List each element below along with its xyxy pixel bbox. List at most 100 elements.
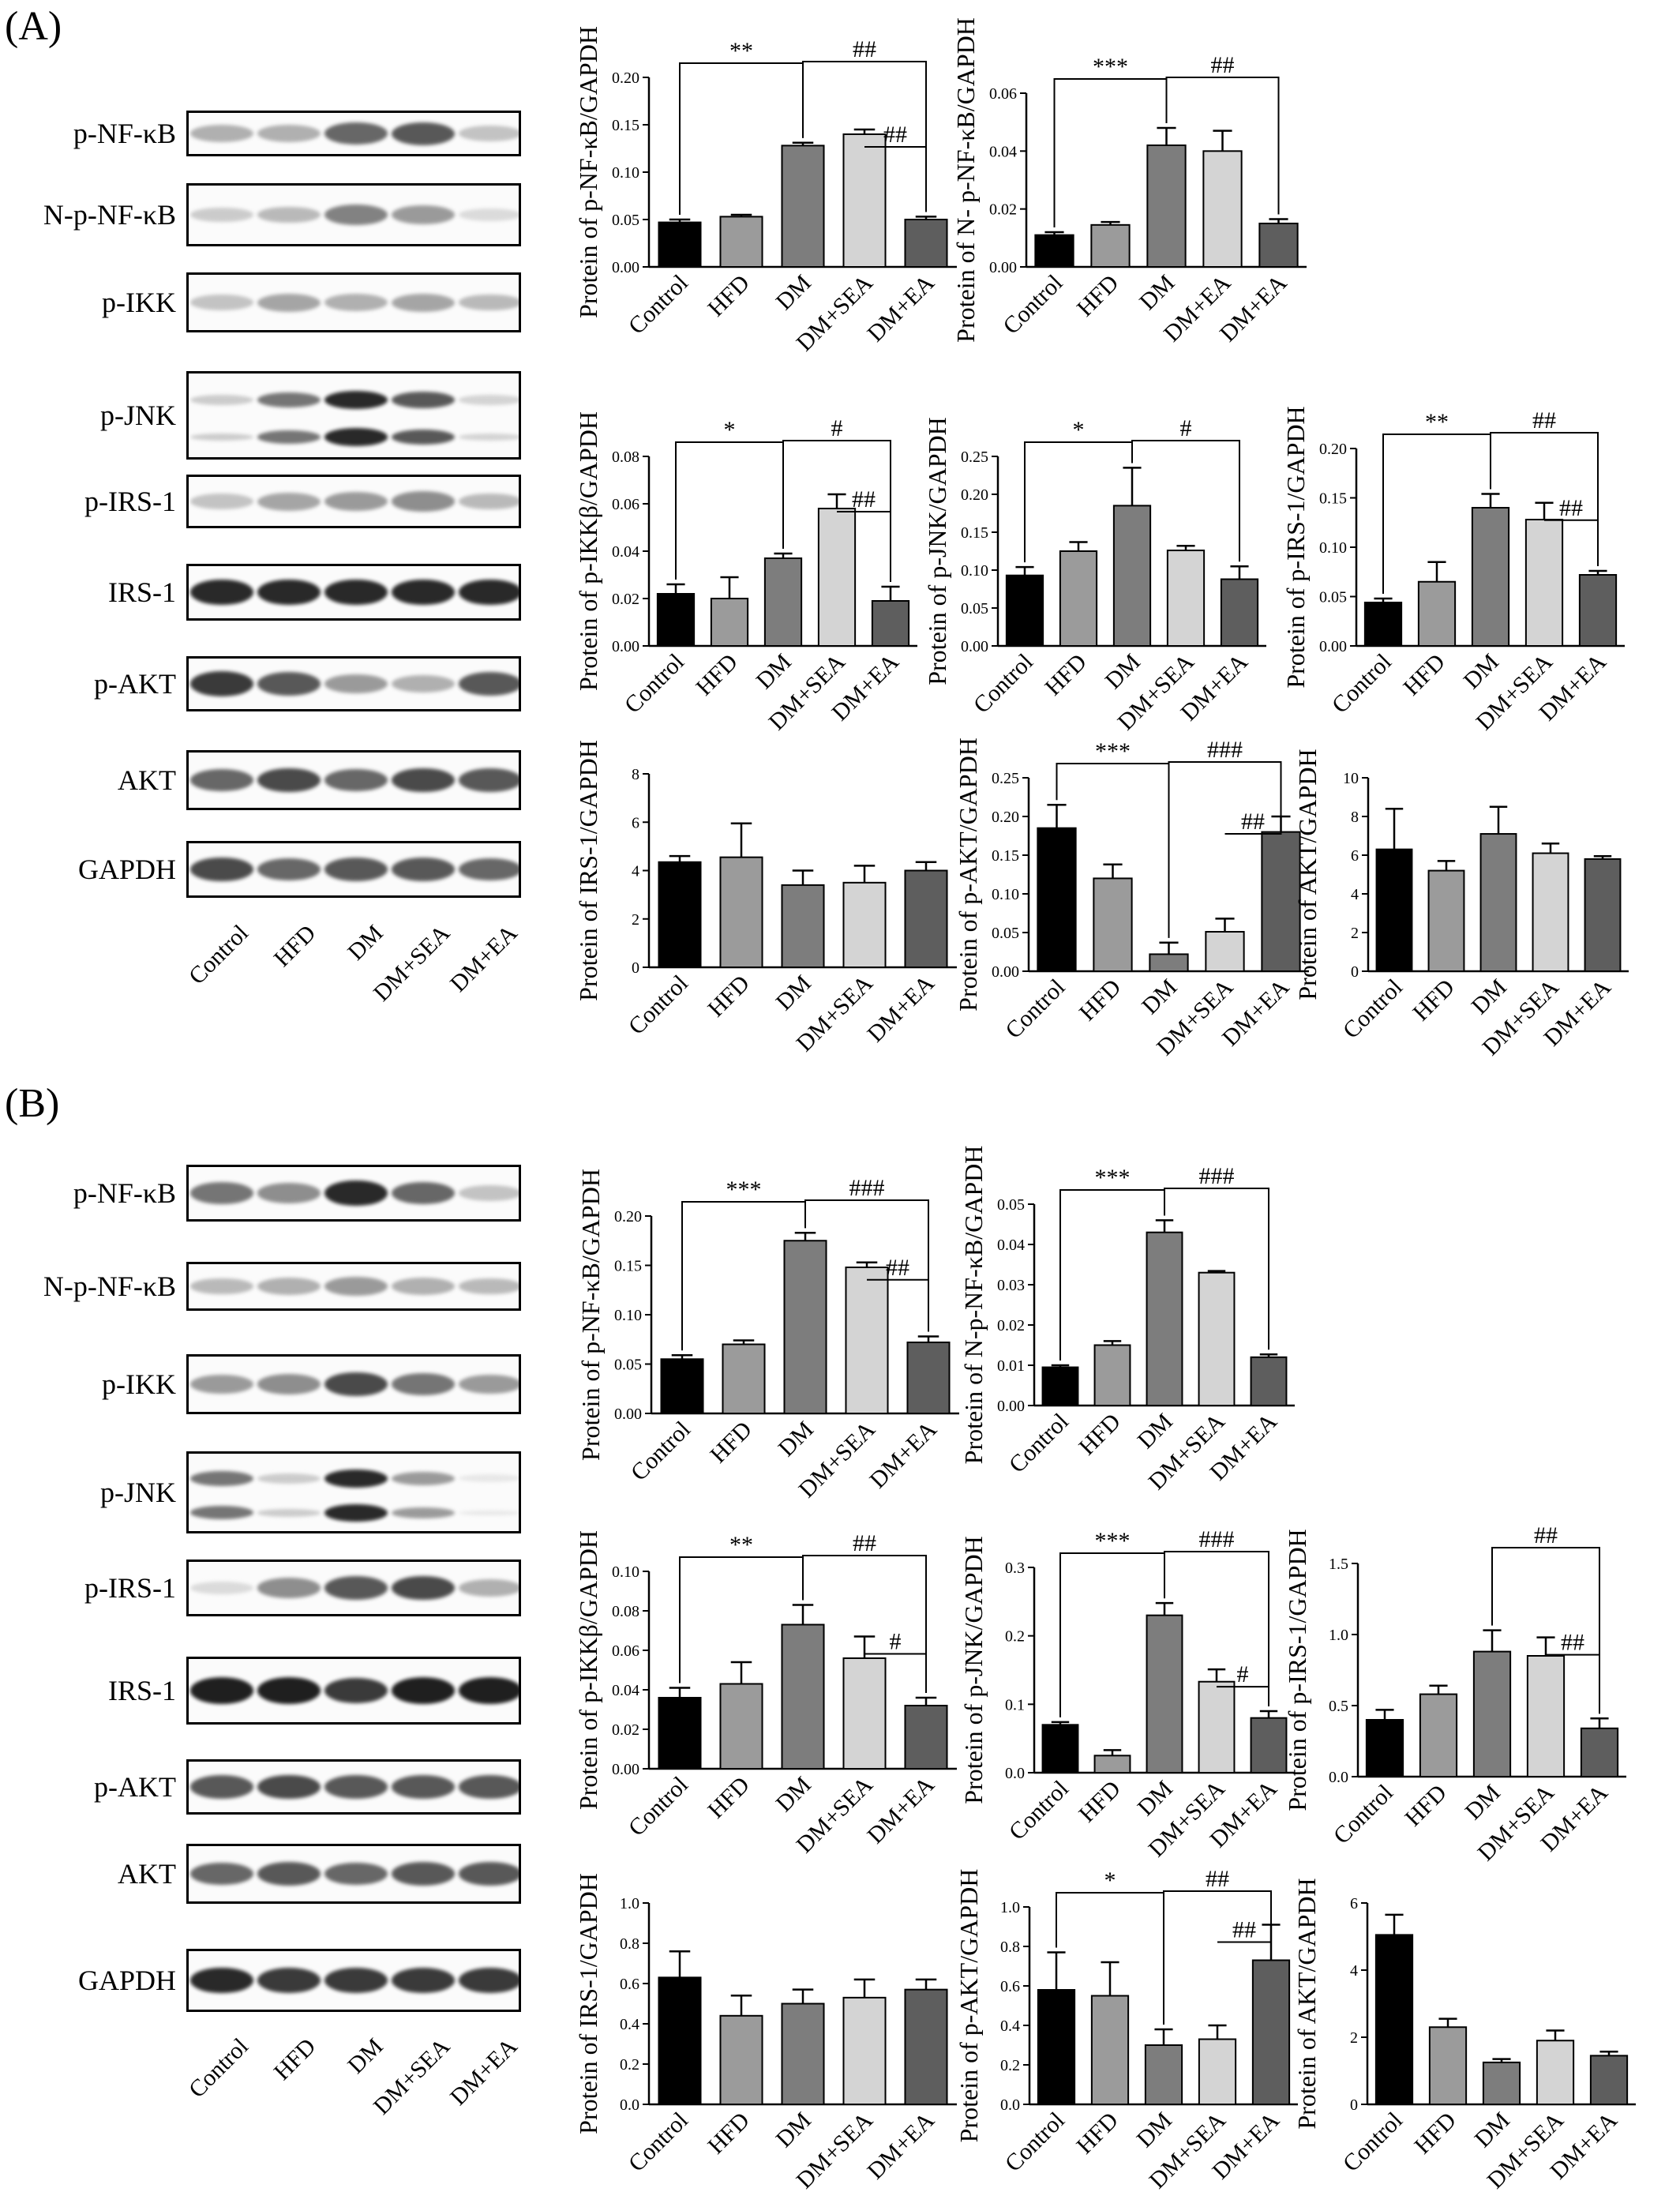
x-tick-label: DM — [1469, 2108, 1515, 2153]
y-tick-label: 10 — [1343, 770, 1359, 787]
y-tick-label: 0.0 — [1000, 2096, 1020, 2114]
blot-band — [392, 1968, 455, 1993]
y-axis-label: Protein of p-AKT/GAPDH — [954, 1869, 983, 2143]
blot-row-label: p-NF-κB — [73, 118, 176, 149]
bar — [1250, 1356, 1288, 1407]
y-tick-label: 0.04 — [989, 143, 1017, 160]
blot-band — [257, 1578, 321, 1598]
bar-chart: Protein of IRS-1/GAPDH 0.0 0.2 0.4 0.6 0.8 1.0… — [574, 1873, 957, 2194]
x-tick-label: DM+EA — [862, 970, 939, 1047]
blot-band — [324, 1469, 388, 1488]
y-tick-label: 0.15 — [1319, 490, 1347, 508]
significance-bracket — [864, 1653, 927, 1693]
x-tick-label: HFD — [705, 1417, 757, 1469]
x-tick-label: Control — [626, 1417, 696, 1486]
y-tick-label: 0.05 — [992, 925, 1019, 942]
blot-band — [324, 579, 388, 606]
y-tick-label: 0 — [1350, 2096, 1358, 2114]
bar — [1202, 150, 1243, 268]
blot-band — [257, 492, 321, 511]
significance-bracket — [802, 1555, 927, 1693]
y-axis-label: Protein of p-NF-κB/GAPDH — [574, 26, 602, 318]
y-tick-label: 0.0 — [1329, 1769, 1348, 1786]
x-tick-label: DM — [1134, 270, 1180, 316]
blot-lane-label: HFD — [268, 2033, 321, 2085]
bar-chart: Protein of IRS-1/GAPDH 0 2 4 6 8 Control HFD DM D… — [574, 740, 957, 1057]
blot-band — [459, 1677, 519, 1704]
bar — [1482, 2061, 1521, 2105]
bar — [842, 133, 887, 268]
blot-band — [257, 392, 321, 408]
y-tick-label: 4 — [1351, 886, 1359, 903]
blot-band — [324, 391, 388, 410]
blot-band — [459, 1185, 519, 1201]
bar — [1374, 1934, 1414, 2105]
bar — [845, 1267, 889, 1414]
bar — [1005, 574, 1044, 647]
blot-band — [392, 1862, 455, 1886]
blot-band — [459, 126, 519, 141]
blot-band — [324, 768, 388, 792]
y-axis-label: Protein of N- p-NF-κB/GAPDH — [951, 17, 980, 343]
y-tick-label: 0.06 — [989, 85, 1017, 103]
bar — [1578, 574, 1618, 647]
bar — [904, 1705, 948, 1770]
bar — [1037, 827, 1077, 972]
blot-lane-label: DM+EA — [444, 920, 523, 997]
blot-row-label: p-IKK — [102, 1368, 176, 1400]
y-tick-label: 0.20 — [1319, 441, 1347, 458]
blot-band — [459, 1579, 519, 1597]
blot-band — [324, 122, 388, 145]
y-tick-label: 0 — [1351, 963, 1359, 981]
blot-band — [190, 207, 253, 223]
blot-row-label: AKT — [118, 764, 176, 796]
y-tick-label: 0.08 — [612, 449, 639, 466]
y-tick-label: 0.8 — [620, 1935, 639, 1953]
significance-label: ### — [1199, 1526, 1235, 1552]
y-tick-label: 0.02 — [612, 1721, 639, 1739]
bar — [781, 1623, 825, 1770]
y-tick-label: 0.20 — [992, 809, 1019, 826]
bar — [1524, 519, 1564, 647]
y-tick-label: 0.15 — [992, 847, 1019, 865]
y-tick-label: 0.10 — [961, 562, 988, 580]
bar-chart: Protein of p-IKKβ/GAPDH 0.00 0.02 0.04 0.06 0… — [574, 411, 917, 735]
y-axis-label: Protein of AKT/GAPDH — [1293, 749, 1322, 1000]
x-tick-label: DM+EA — [862, 2107, 939, 2184]
blot-band — [324, 1276, 388, 1297]
significance-label: *** — [726, 1177, 762, 1203]
blot-band — [392, 768, 455, 793]
bar-chart: Protein of p-IRS-1/GAPDH 0.0 0.5 1.0 1.5 Cont… — [1283, 1522, 1626, 1866]
y-axis-label: Protein of IRS-1/GAPDH — [574, 740, 602, 1001]
y-tick-label: 2 — [1351, 925, 1359, 942]
x-tick-label: DM — [771, 2108, 816, 2153]
y-tick-label: 0.02 — [989, 201, 1017, 219]
blot-band — [459, 493, 519, 510]
y-tick-label: 0.2 — [1000, 2057, 1020, 2074]
significance-bracket — [1168, 761, 1282, 938]
blot-lane-label: Control — [184, 2033, 254, 2104]
y-tick-label: 0.00 — [612, 638, 639, 655]
blot-row-label: p-IKK — [102, 287, 176, 318]
blot-band — [459, 395, 519, 405]
bar — [1198, 1680, 1236, 1774]
y-axis-label: Protein of p-JNK/GAPDH — [923, 417, 951, 685]
y-axis-label: Protein of p-JNK/GAPDH — [959, 1536, 988, 1804]
x-tick-label: HFD — [1071, 2108, 1123, 2160]
blot-row-label: GAPDH — [77, 1965, 176, 1996]
bar — [842, 1996, 887, 2105]
blot-band — [257, 768, 321, 793]
bar — [1146, 1614, 1183, 1773]
bar — [1536, 2040, 1575, 2105]
x-tick-label: DM — [771, 970, 816, 1016]
blot-band — [190, 768, 253, 792]
blot-band — [257, 579, 321, 606]
blot-band — [190, 1862, 253, 1886]
x-tick-label: DM — [1132, 1776, 1178, 1822]
blot-band — [190, 125, 253, 142]
x-tick-label: DM — [771, 270, 816, 316]
blot-band — [324, 1180, 388, 1207]
bar-chart: Protein of p-NF-κB/GAPDH 0.00 0.05 0.10 0.15… — [574, 26, 957, 356]
blot-band — [257, 125, 321, 142]
y-tick-label: 1.0 — [620, 1895, 639, 1912]
